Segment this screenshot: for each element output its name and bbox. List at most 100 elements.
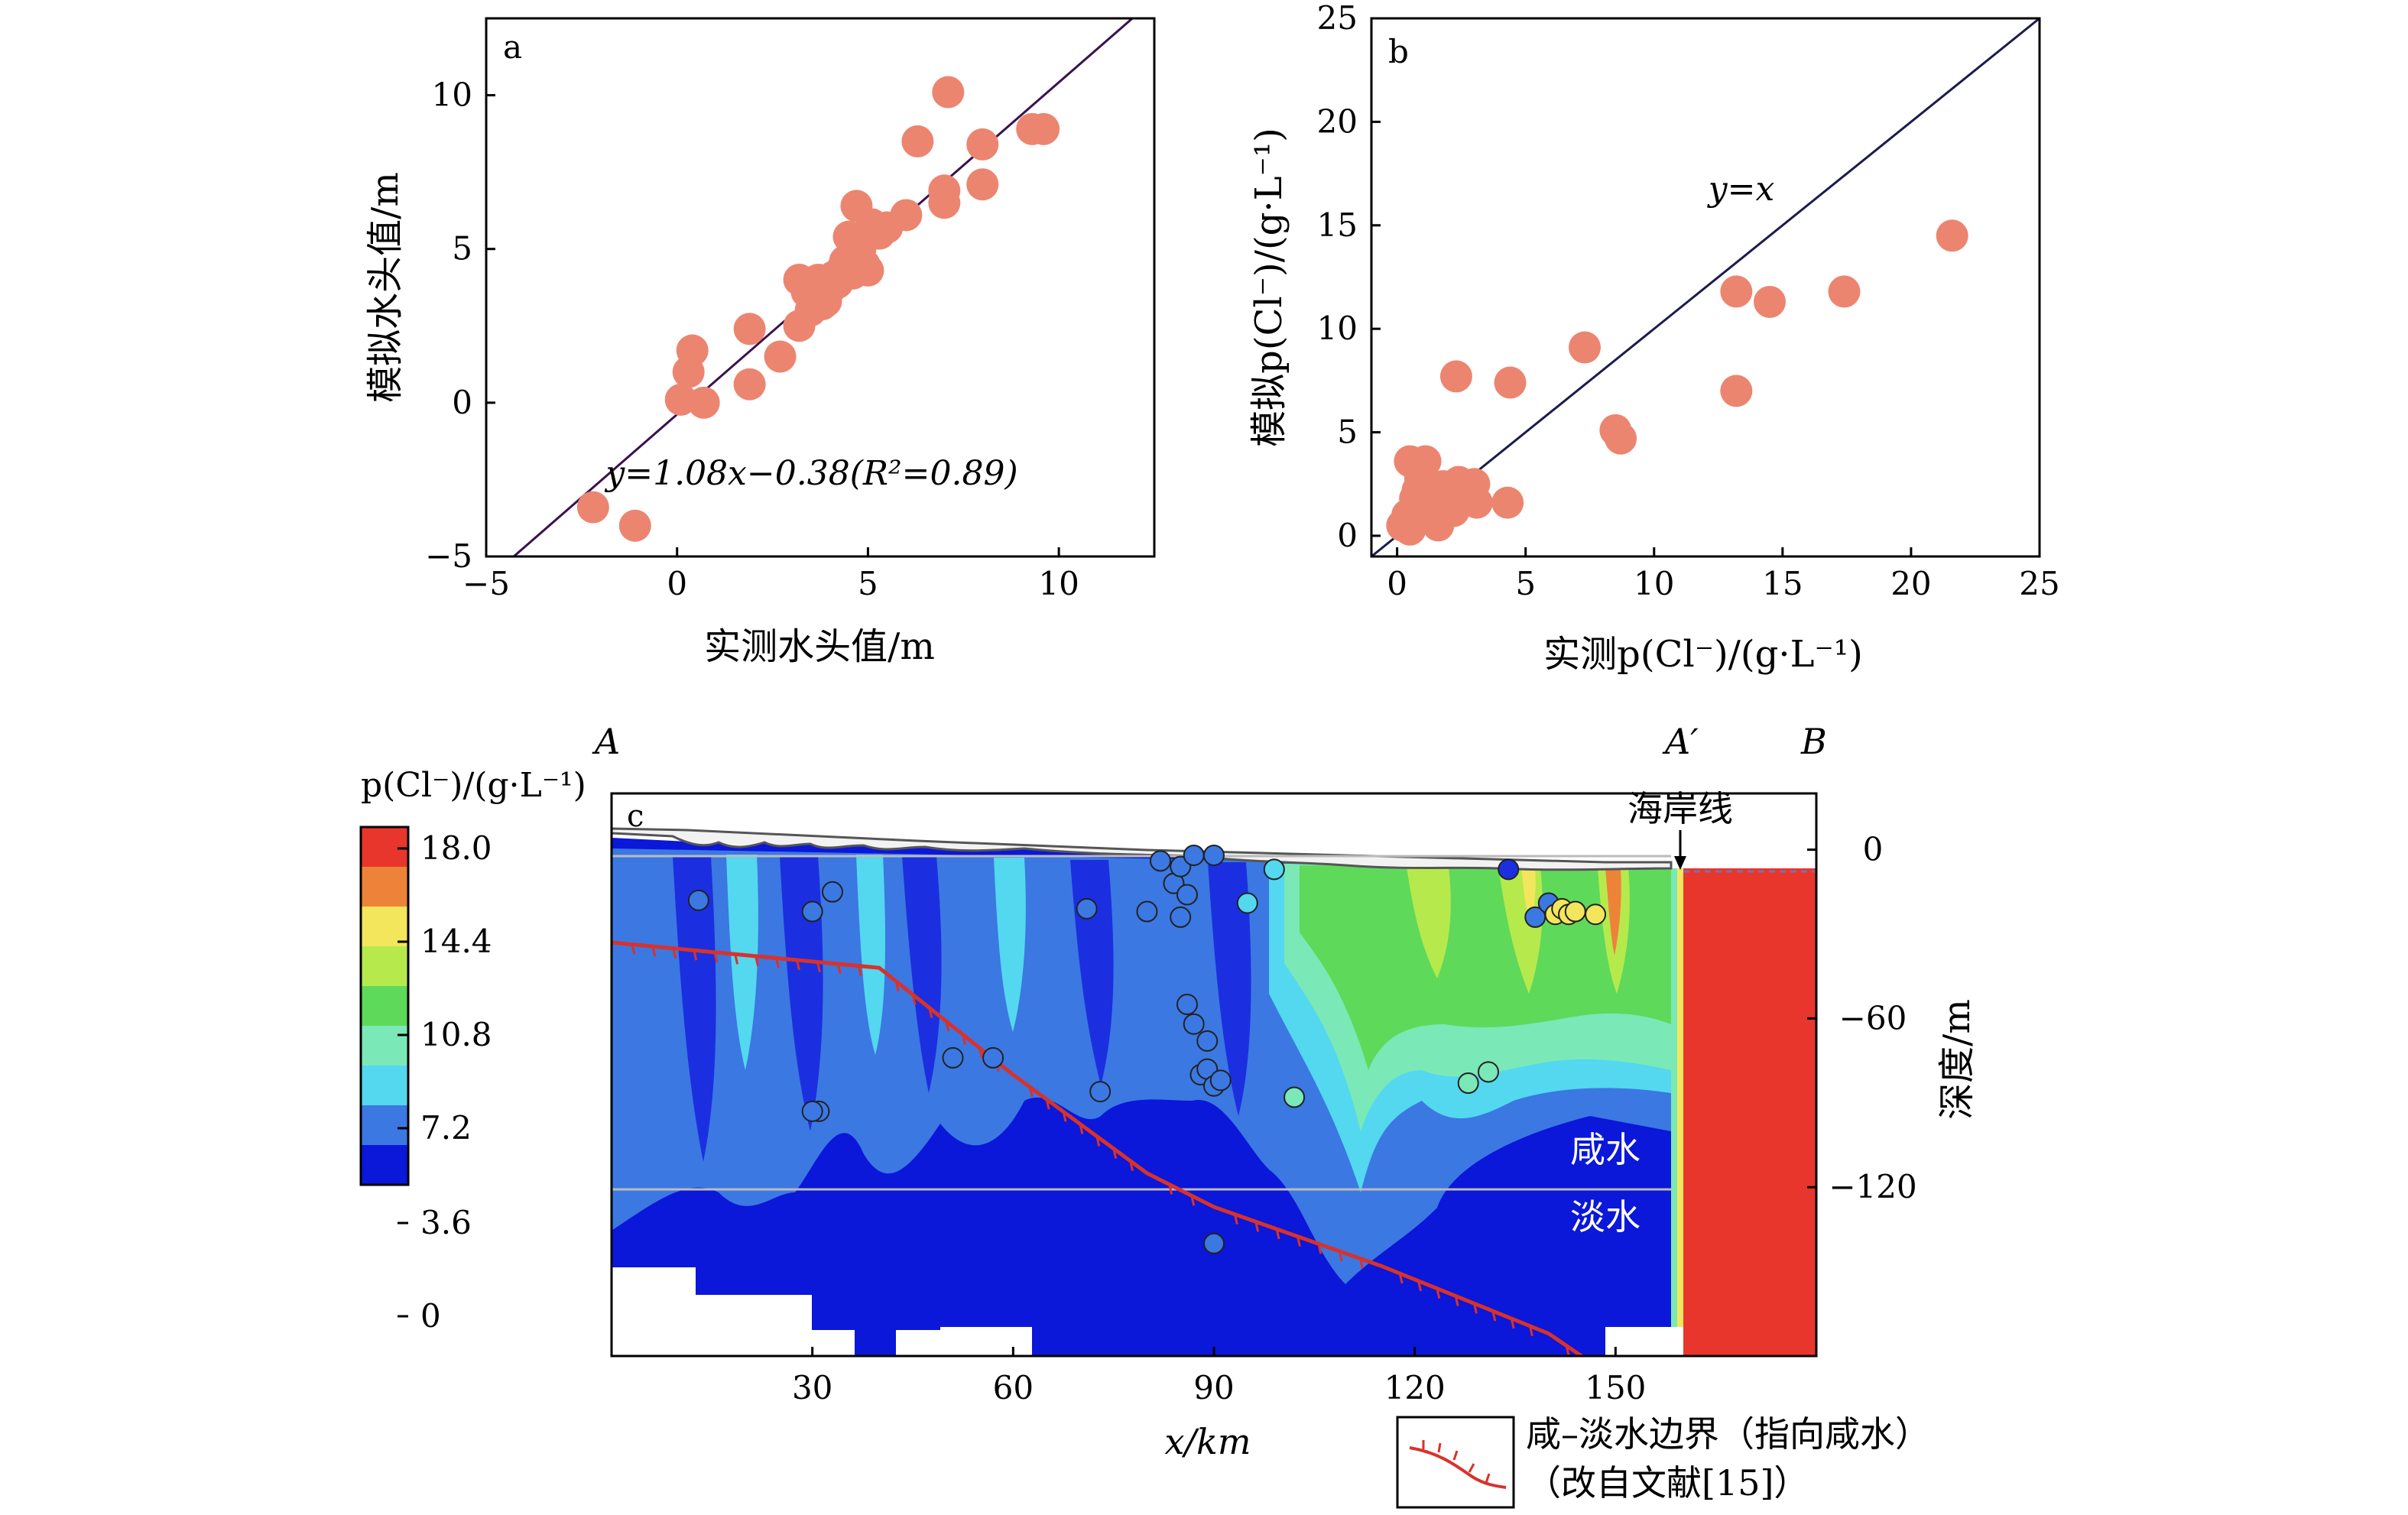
panel-a-point xyxy=(576,491,609,524)
boundary-hatch xyxy=(1190,1195,1196,1206)
panel-a-point xyxy=(676,334,709,367)
monitoring-well xyxy=(1149,850,1171,872)
boundary-hatch xyxy=(816,962,821,972)
panel-b-point xyxy=(1491,486,1524,519)
panel-c-ytick-label: 0 xyxy=(1863,831,1884,868)
label-point-a-prime: A′ xyxy=(1662,721,1699,762)
boundary-hatch xyxy=(1398,1273,1404,1284)
boundary-hatch xyxy=(894,981,900,991)
panel-a-xtick-label: 5 xyxy=(858,565,878,602)
panel-b-xtick-label: 0 xyxy=(1387,565,1407,602)
coastline-arrow xyxy=(1674,830,1686,870)
boundary-hatch xyxy=(1275,1228,1280,1240)
panel-c-xtick-label: 30 xyxy=(792,1369,832,1406)
boundary-hatch xyxy=(631,944,636,955)
panel-c-marks xyxy=(612,844,1607,1356)
boundary-hatch xyxy=(962,1034,967,1045)
colorbar-tick-label: 7.2 xyxy=(420,1109,472,1147)
panel-a-ylabel: 模拟水头值/m xyxy=(364,172,407,403)
monitoring-well xyxy=(1263,858,1285,881)
panel-b-xtick-label: 25 xyxy=(2019,565,2059,602)
panel-c-xtick-label: 60 xyxy=(993,1369,1034,1406)
panel-b-ytick-label: 20 xyxy=(1317,102,1358,140)
boundary-hatch xyxy=(651,946,657,957)
panel-b-point xyxy=(1605,422,1637,455)
panel-c-ticks: 30 60 90 120 150 0 −60 −120 xyxy=(792,831,1917,1406)
panel-a-ytick-label: 5 xyxy=(452,230,472,268)
colorbar-segment xyxy=(361,907,408,946)
boundary-hatch xyxy=(775,958,780,968)
colorbar-tick-label: 14.4 xyxy=(420,923,492,960)
panel-a-point xyxy=(901,125,934,157)
panel-c-xtick-label: 90 xyxy=(1193,1369,1234,1406)
boundary-hatch xyxy=(1359,1258,1364,1269)
boundary-hatch xyxy=(672,948,677,959)
sea-saline-body xyxy=(1683,868,1816,1356)
panel-a-point xyxy=(733,368,766,401)
boundary-hatch xyxy=(945,1020,950,1032)
panel-a: −5−5 0 0 5 5 10 10 a y=1.08x−0.38(R²=0.89) 实测水… xyxy=(364,17,1156,668)
monitoring-well xyxy=(1564,900,1586,923)
panel-a-point xyxy=(966,128,999,161)
panel-a-frame xyxy=(485,17,1156,558)
panel-a-ytick-label: 10 xyxy=(432,76,472,114)
panel-b-point xyxy=(1936,219,1968,252)
panel-b-ytick-label: 10 xyxy=(1317,310,1358,347)
colorbar-segment xyxy=(361,946,408,986)
panel-a-xlabel: 实测水头值/m xyxy=(704,625,935,668)
panel-b-xtick-label: 15 xyxy=(1762,565,1803,602)
boundary-hatch xyxy=(1454,1296,1459,1306)
panel-b: 00 5 5 10 10 15 15 20 20 25 25 b y=x 实测p(Cl⁻)/(g·L… xyxy=(1248,0,2060,676)
panel-a-point xyxy=(932,76,965,109)
monitoring-well xyxy=(1076,897,1098,920)
colorbar-frame xyxy=(359,826,410,1186)
monitoring-well xyxy=(1236,892,1258,914)
monitoring-well xyxy=(1136,900,1158,923)
panel-b-point xyxy=(1439,360,1472,393)
boundary-hatch xyxy=(1565,1345,1570,1356)
monitoring-well xyxy=(1176,994,1198,1015)
legend-text-2: （改自文献[15]） xyxy=(1526,1462,1809,1504)
boundary-hatch xyxy=(1338,1251,1343,1262)
boundary-hatch xyxy=(1129,1160,1134,1172)
boundary-hatch xyxy=(836,963,842,975)
panel-b-ticks: 00 5 5 10 10 15 15 20 20 25 25 xyxy=(1317,0,2060,602)
boundary-hatch xyxy=(928,1007,933,1018)
panel-b-xlabel: 实测p(Cl⁻)/(g·L⁻¹) xyxy=(1543,633,1863,676)
panel-b-ytick-label: 5 xyxy=(1337,414,1358,451)
legend-box xyxy=(1396,1416,1515,1509)
label-point-b: B xyxy=(1800,721,1827,762)
legend-boundary-line xyxy=(1409,1446,1507,1489)
panel-a-equation: y=1.08x−0.38(R²=0.89) xyxy=(604,454,1017,493)
panel-b-ytick-label: 25 xyxy=(1317,0,1358,37)
colorbar: 18.0 14.4 10.8 7.2 3.6 0 xyxy=(359,826,492,1335)
panel-a-point xyxy=(687,386,720,419)
panel-b-ytick-label: 15 xyxy=(1317,206,1358,244)
coastline-label: 海岸线 xyxy=(1628,788,1733,829)
boundary-hatch xyxy=(734,953,739,965)
panel-b-letter: b xyxy=(1388,33,1409,70)
panel-a-letter: a xyxy=(503,28,522,66)
panel-a-point xyxy=(890,199,923,232)
colorbar-segment xyxy=(361,827,408,867)
colorbar-title: p(Cl⁻)/(g·L⁻¹) xyxy=(361,766,586,805)
panel-a-point xyxy=(928,174,961,207)
panel-a-xtick-label: 0 xyxy=(667,565,687,602)
panel-a-point xyxy=(966,168,999,201)
panel-b-point xyxy=(1404,462,1436,495)
panel-a-reference-line xyxy=(511,18,1134,556)
boundary-hatch xyxy=(978,1047,984,1059)
boundary-hatch xyxy=(1417,1280,1422,1292)
monitoring-well xyxy=(1089,1081,1112,1103)
boundary-hatch xyxy=(1436,1288,1441,1299)
panel-c-letter: c xyxy=(627,799,644,834)
panel-b-point xyxy=(1494,366,1527,399)
boundary-hatch xyxy=(1168,1184,1173,1195)
panel-b-point xyxy=(1460,486,1493,519)
panel-c-ytick-label: −120 xyxy=(1829,1168,1916,1205)
panel-c-xtick-label: 150 xyxy=(1585,1369,1646,1406)
panel-a-point xyxy=(733,313,766,345)
panel-a-ytick-label: −5 xyxy=(425,537,472,575)
